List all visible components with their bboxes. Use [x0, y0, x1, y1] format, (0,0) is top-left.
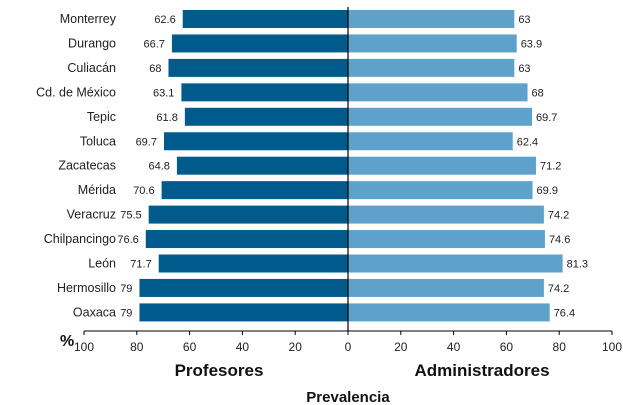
bar-administradores [348, 10, 515, 28]
bar-profesores [176, 156, 348, 175]
x-tick-label: 20 [289, 340, 303, 354]
category-label: Mérida [78, 183, 116, 197]
bar-profesores [163, 132, 348, 151]
bar-profesores [145, 230, 348, 249]
axes-group: 100 80 60 40 20 0 20 40 60 80 100 [74, 7, 622, 354]
x-tick-label: 60 [183, 340, 197, 354]
category-label: Chilpancingo [44, 232, 116, 246]
bar-profesores [139, 278, 348, 297]
bar-administradores [348, 303, 550, 322]
x-tick-label: 80 [130, 340, 144, 354]
category-label: Hermosillo [57, 281, 116, 295]
value-label-profesores: 69.7 [136, 136, 157, 148]
value-label-profesores: 70.6 [133, 185, 154, 197]
x-tick-label: 40 [447, 340, 461, 354]
value-label-profesores: 64.8 [149, 161, 170, 173]
value-label-profesores: 63.1 [153, 87, 174, 99]
value-label-administradores: 76.4 [554, 307, 575, 319]
bar-administradores [348, 156, 536, 175]
value-label-administradores: 74.2 [548, 283, 569, 295]
bar-profesores [158, 254, 348, 273]
value-label-profesores: 79 [120, 283, 132, 295]
category-label: Monterrey [60, 12, 117, 26]
x-tick-label: 0 [345, 340, 352, 354]
category-label: Veracruz [67, 208, 116, 222]
bar-administradores [348, 181, 533, 200]
value-label-administradores: 63.9 [521, 38, 542, 50]
bar-profesores [184, 107, 348, 126]
bar-profesores [139, 303, 348, 322]
category-label: Oaxaca [73, 305, 116, 319]
bar-administradores [348, 34, 517, 53]
value-label-administradores: 63 [518, 63, 530, 75]
value-label-administradores: 68 [532, 87, 544, 99]
bar-profesores [181, 83, 348, 102]
category-label: Culiacán [67, 61, 116, 75]
value-label-profesores: 62.6 [154, 14, 175, 26]
x-tick-label: 80 [553, 340, 567, 354]
value-label-administradores: 63 [518, 14, 530, 26]
right-series-label: Administradores [414, 361, 549, 380]
value-label-profesores: 76.6 [117, 234, 138, 246]
category-label: Durango [68, 36, 116, 50]
bar-administradores [348, 278, 544, 297]
bar-profesores [161, 181, 348, 200]
value-label-administradores: 74.6 [549, 234, 570, 246]
category-label: Toluca [80, 134, 116, 148]
value-label-administradores: 81.3 [567, 259, 588, 271]
bar-profesores [171, 34, 348, 53]
category-label: León [88, 257, 116, 271]
x-tick-label: 100 [602, 340, 622, 354]
value-label-administradores: 74.2 [548, 210, 569, 222]
value-label-administradores: 69.9 [537, 185, 558, 197]
bar-administradores [348, 58, 515, 77]
value-label-profesores: 68 [149, 63, 161, 75]
x-tick-label: 40 [236, 340, 250, 354]
value-label-profesores: 71.7 [130, 259, 151, 271]
value-label-profesores: 75.5 [120, 210, 141, 222]
value-label-administradores: 71.2 [540, 161, 561, 173]
category-label: Zacatecas [58, 159, 116, 173]
bar-administradores [348, 132, 513, 151]
left-series-label: Profesores [175, 361, 264, 380]
bar-administradores [348, 205, 544, 224]
category-label: Cd. de México [36, 85, 116, 99]
x-tick-label: 60 [500, 340, 514, 354]
bar-administradores [348, 254, 563, 273]
unit-label: % [60, 333, 74, 350]
bars-group: Monterrey 62.6 63 Durango 66.7 63.9 Culiacán 68… [36, 10, 588, 322]
x-tick-label: 100 [74, 340, 94, 354]
value-label-profesores: 61.8 [156, 112, 177, 124]
x-tick-label: 20 [394, 340, 408, 354]
value-label-profesores: 66.7 [143, 38, 164, 50]
value-label-administradores: 69.7 [536, 112, 557, 124]
bar-profesores [182, 10, 348, 28]
bar-profesores [148, 205, 348, 224]
bar-profesores [168, 58, 348, 77]
bar-administradores [348, 107, 533, 126]
category-label: Tepic [87, 110, 116, 124]
value-label-administradores: 62.4 [517, 136, 538, 148]
bar-administradores [348, 230, 545, 249]
bar-administradores [348, 83, 528, 102]
x-axis-title: Prevalencia [306, 389, 390, 405]
value-label-profesores: 79 [120, 307, 132, 319]
